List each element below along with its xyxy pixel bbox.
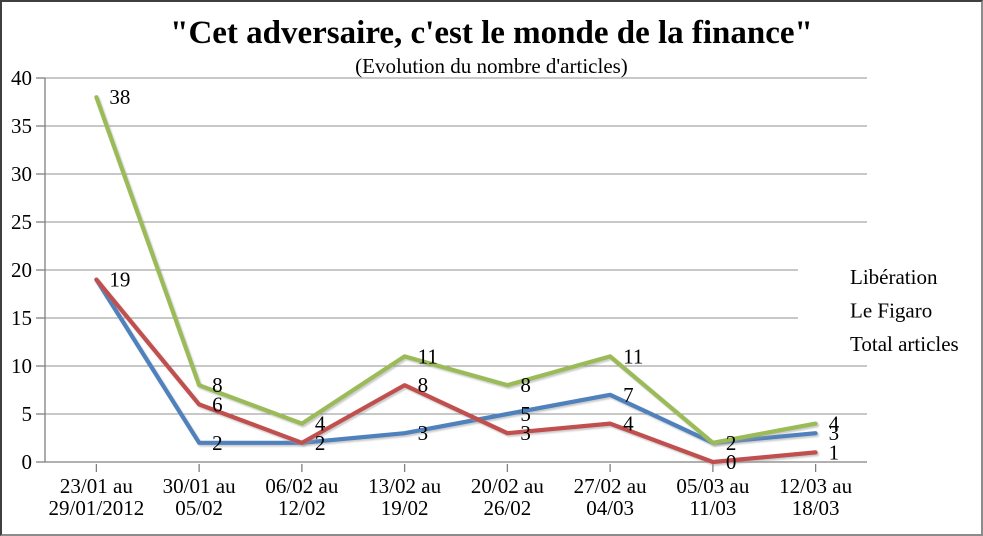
- data-label: 5: [520, 402, 531, 426]
- svg-text:06/02 au: 06/02 au: [265, 474, 338, 498]
- data-label: 38: [109, 85, 130, 109]
- data-label: 3: [829, 421, 840, 445]
- svg-text:05/03 au: 05/03 au: [676, 474, 749, 498]
- data-label: 3: [520, 421, 531, 445]
- series-line-liberation: [94, 277, 818, 445]
- y-tick-label: 15: [11, 306, 32, 330]
- data-label: 11: [418, 344, 438, 368]
- data-label: 1: [829, 440, 840, 464]
- data-label: 8: [418, 373, 429, 397]
- legend-item-le-figaro: Le Figaro: [799, 299, 932, 323]
- data-label: 3: [418, 421, 429, 445]
- y-tick-label: 5: [22, 402, 33, 426]
- svg-text:12/02: 12/02: [278, 496, 326, 520]
- y-tick-label: 40: [11, 66, 32, 90]
- series-line-le-figaro: [94, 277, 818, 465]
- data-label: 8: [212, 373, 223, 397]
- series-line-total-articles: [94, 95, 818, 445]
- data-label: 19: [109, 268, 130, 292]
- svg-text:20/02 au: 20/02 au: [471, 474, 544, 498]
- data-label: 7: [623, 383, 634, 407]
- data-label: 0: [726, 450, 737, 474]
- legend-label-liberation: Libération: [850, 265, 938, 289]
- data-label: 4: [623, 412, 634, 436]
- y-tick-label: 0: [22, 450, 33, 474]
- y-tick-label: 20: [11, 258, 32, 282]
- y-tick-label: 30: [11, 162, 32, 186]
- y-tick-label: 25: [11, 210, 32, 234]
- chart-subtitle: (Evolution du nombre d'articles): [355, 54, 628, 78]
- data-label: 4: [315, 412, 326, 436]
- svg-text:27/02 au: 27/02 au: [574, 474, 647, 498]
- data-label: 2: [315, 431, 326, 455]
- y-tick-label: 35: [11, 114, 32, 138]
- data-label: 2: [726, 431, 737, 455]
- svg-text:18/03: 18/03: [792, 496, 840, 520]
- data-label: 8: [520, 373, 531, 397]
- data-label: 6: [212, 392, 223, 416]
- legend-label-le-figaro: Le Figaro: [850, 299, 932, 323]
- data-label: 2: [212, 431, 223, 455]
- legend-item-total-articles: Total articles: [799, 332, 959, 356]
- svg-text:11/03: 11/03: [689, 496, 736, 520]
- legend-item-liberation: Libération: [799, 265, 938, 289]
- svg-text:13/02 au: 13/02 au: [368, 474, 441, 498]
- svg-text:12/03 au: 12/03 au: [779, 474, 852, 498]
- svg-text:30/01 au: 30/01 au: [163, 474, 236, 498]
- svg-text:29/01/2012: 29/01/2012: [49, 496, 145, 520]
- data-label: 11: [623, 344, 643, 368]
- svg-text:19/02: 19/02: [381, 496, 429, 520]
- legend-label-total-articles: Total articles: [850, 332, 959, 356]
- svg-text:05/02: 05/02: [175, 496, 223, 520]
- y-tick-label: 10: [11, 354, 32, 378]
- data-label: 4: [829, 412, 840, 436]
- chart-title: "Cet adversaire, c'est le monde de la fi…: [170, 15, 813, 51]
- svg-text:23/01 au: 23/01 au: [60, 474, 133, 498]
- svg-text:04/03: 04/03: [586, 496, 634, 520]
- svg-text:26/02: 26/02: [483, 496, 531, 520]
